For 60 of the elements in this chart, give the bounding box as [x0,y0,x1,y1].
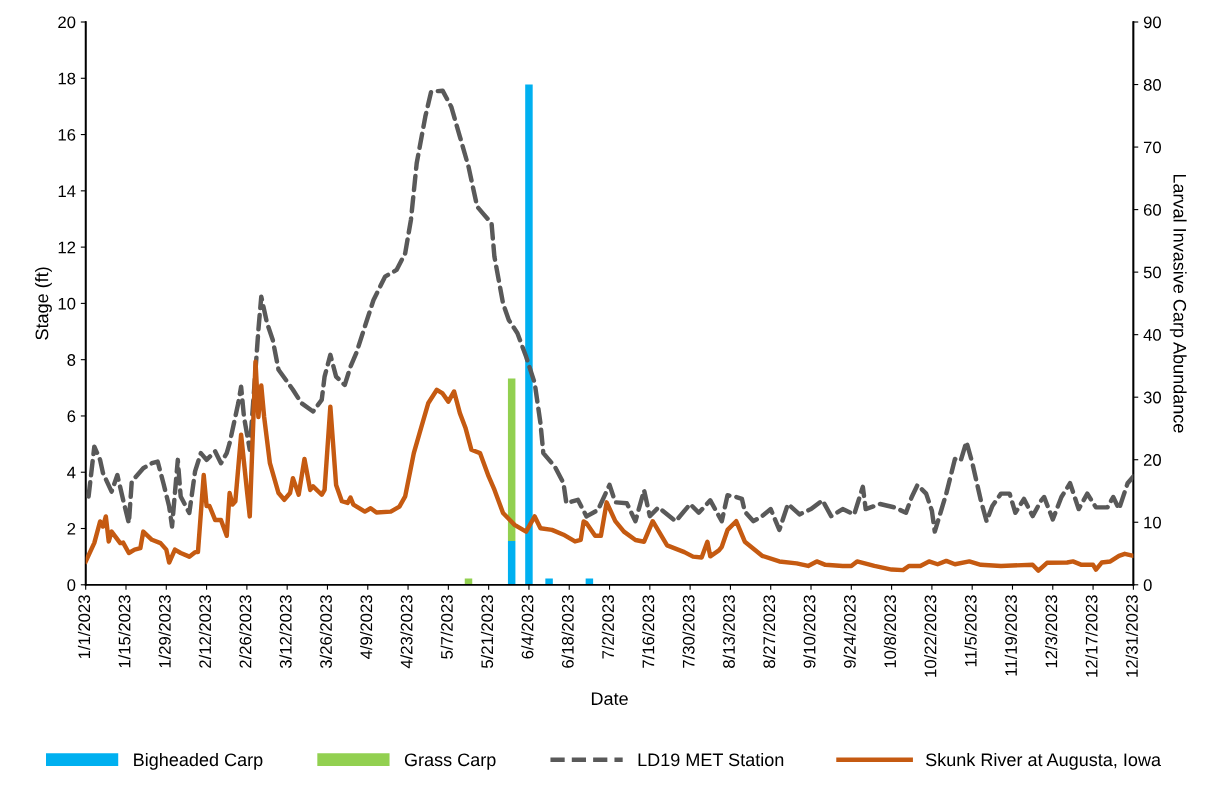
x-tick-label: 7/16/2023 [642,595,655,668]
y2-tick-label: 80 [1143,78,1161,91]
y2-tick-label: 30 [1143,391,1161,404]
y2-tick-label: 20 [1143,454,1161,466]
x-tick-label: 3/12/2023 [279,595,292,669]
x-tick-label: 5/21/2023 [480,595,494,668]
x-tick-label: 12/31/2023 [1125,595,1138,677]
x-tick-label: 9/10/2023 [803,595,816,668]
y-tick-label: 16 [58,128,76,141]
x-tick-label: 2/12/2023 [198,595,212,668]
y-tick-label: 6 [67,410,76,423]
x-tick-label: 4/23/2023 [400,595,413,669]
x-tick-label: 1/29/2023 [158,595,171,668]
y2-tick-label: 60 [1143,204,1161,216]
x-tick-label: 12/3/2023 [1045,595,1058,668]
legend-label: Bigheaded Carp [134,752,263,770]
y-tick-label: 12 [58,241,76,254]
x-tick-label: 12/17/2023 [1085,595,1098,677]
x-tick-label: 11/19/2023 [1004,595,1017,676]
x-tick-label: 6/18/2023 [561,595,574,668]
x-tick-label: 10/8/2023 [883,595,897,668]
y2-tick-label: 0 [1143,579,1152,591]
y-axis-title: Stage (ft) [35,267,52,340]
x-tick-label: 5/7/2023 [440,595,453,659]
legend-label: LD19 MET Station [638,752,784,767]
y2-tick-label: 10 [1144,516,1161,529]
x-axis-title: Date [591,692,628,706]
x-tick-label: 3/26/2023 [319,595,332,669]
y2-tick-label: 90 [1143,16,1161,29]
y2-tick-label: 40 [1143,329,1161,341]
x-tick-label: 7/2/2023 [601,595,615,659]
y2-axis-title: Larval Invasive Carp Abundance [1169,174,1187,433]
y2-tick-label: 70 [1143,141,1161,154]
y-tick-label: 18 [58,72,76,85]
y2-tick-label: 50 [1143,266,1161,279]
y-tick-label: 14 [58,185,76,197]
y-tick-label: 4 [67,466,76,479]
bar [507,541,516,585]
x-tick-label: 1/15/2023 [118,595,131,668]
y-tick-label: 0 [67,579,76,591]
x-tick-label: 4/9/2023 [360,595,373,659]
y-tick-label: 10 [58,297,76,310]
x-tick-label: 7/30/2023 [682,595,695,668]
legend-label: Grass Carp [404,753,496,770]
x-tick-label: 8/13/2023 [722,595,735,668]
x-tick-label: 9/24/2023 [843,595,856,668]
y-tick-label: 20 [58,16,76,29]
legend-label: Skunk River at Augusta, Iowa [925,752,1162,770]
y-tick-label: 8 [67,354,76,366]
y-tick-label: 2 [67,522,76,535]
line-series [86,88,1134,534]
x-tick-label: 1/1/2023 [77,595,91,659]
x-tick-label: 6/4/2023 [521,595,534,659]
bar [525,84,533,585]
bar [507,378,516,542]
x-tick-label: 11/5/2023 [964,595,977,667]
line-series [85,359,1134,573]
x-tick-label: 10/22/2023 [924,595,937,677]
x-tick-label: 2/26/2023 [239,595,252,668]
x-tick-label: 8/27/2023 [762,595,776,668]
